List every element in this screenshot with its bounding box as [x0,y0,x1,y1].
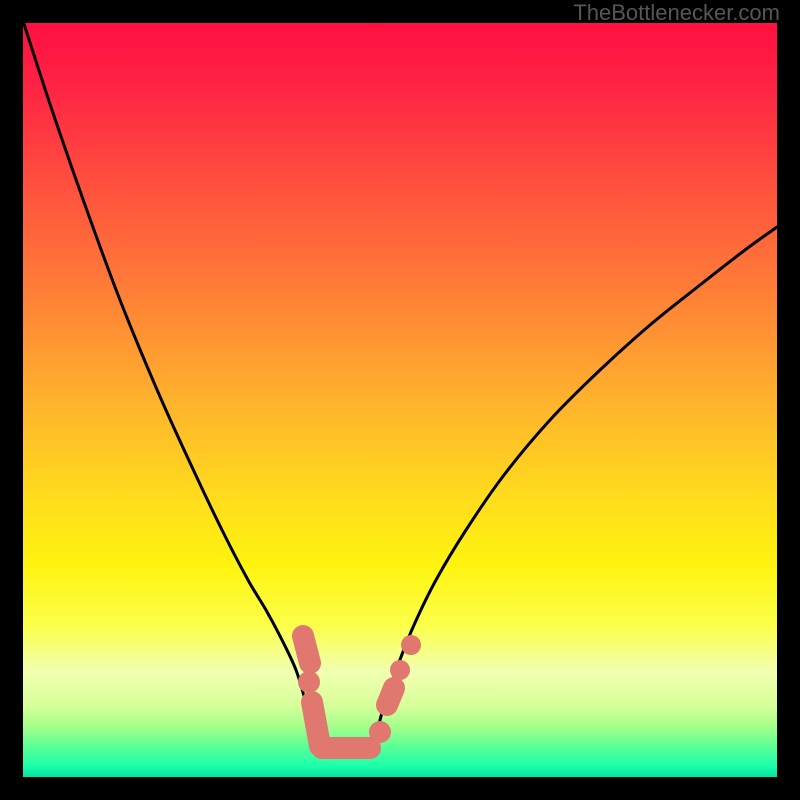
right-curve [375,227,777,750]
marker-capsule [387,688,394,705]
marker-point [401,635,421,655]
watermark-text: TheBottlenecker.com [573,0,780,26]
marker-capsule [303,636,310,663]
curves-layer [23,23,777,777]
left-curve [24,24,315,750]
marker-point [390,660,410,680]
plot-area [23,23,777,777]
marker-point [298,671,320,693]
marker-point [369,721,391,743]
chart-frame: TheBottlenecker.com [0,0,800,800]
